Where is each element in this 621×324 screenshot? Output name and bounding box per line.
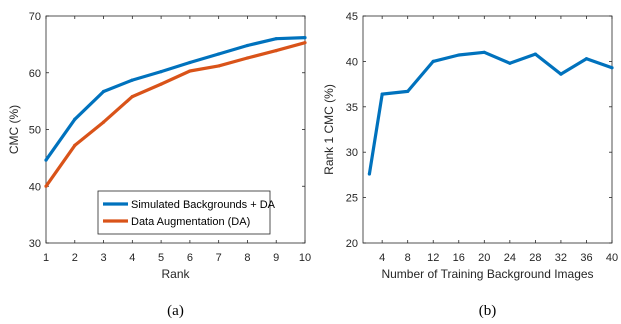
data-point <box>44 158 48 162</box>
chart-panel-b: 4 8 12 16 20 24 28 32 36 40 20 25 30 35 40 45 Number of … <box>322 11 618 319</box>
chart-panel-a: 1 2 3 4 5 6 7 8 9 10 30 40 50 60 70 Rank CMC (%) Simulate… <box>7 11 311 319</box>
y-axis-label: CMC (%) <box>7 105 21 154</box>
x-tick-label: 5 <box>158 252 164 264</box>
x-tick-label: 28 <box>529 252 541 264</box>
y-tick-label: 50 <box>29 125 41 137</box>
x-tick-label: 20 <box>478 252 490 264</box>
data-point <box>380 92 384 96</box>
y-axis-label: Rank 1 CMC (%) <box>322 84 336 175</box>
y-tick-label: 40 <box>29 181 41 193</box>
data-point <box>217 64 221 68</box>
data-point <box>482 50 486 54</box>
x-axis-label: Rank <box>161 267 190 281</box>
x-tick-label: 24 <box>504 252 516 264</box>
data-point <box>73 117 77 121</box>
data-point <box>406 89 410 93</box>
y-tick-label: 30 <box>29 238 41 250</box>
x-tick-label: 4 <box>379 252 385 264</box>
x-tick-label: 16 <box>453 252 465 264</box>
x-tick-label: 6 <box>187 252 193 264</box>
y-tick-label: 45 <box>346 11 358 23</box>
data-point <box>159 70 163 74</box>
data-point <box>245 43 250 48</box>
data-point <box>73 143 77 147</box>
y-tick-label: 35 <box>346 102 358 114</box>
data-point <box>303 41 307 45</box>
data-point <box>559 72 563 76</box>
data-point <box>101 89 106 94</box>
x-tick-label: 32 <box>555 252 567 264</box>
data-point <box>533 52 537 56</box>
x-tick-label: 8 <box>405 252 411 264</box>
data-point <box>245 56 250 60</box>
data-point <box>367 172 371 176</box>
x-axis-label: Number of Training Background Images <box>381 267 593 281</box>
data-point <box>610 66 614 70</box>
y-tick-label: 20 <box>346 238 358 250</box>
data-point <box>584 57 589 61</box>
y-tick-label: 25 <box>346 193 358 205</box>
data-point <box>101 120 106 124</box>
legend-label: Data Augmentation (DA) <box>131 216 250 228</box>
x-tick-label: 9 <box>273 252 279 264</box>
x-tick-label: 12 <box>427 252 439 264</box>
data-point <box>188 69 192 73</box>
x-tick-label: 40 <box>606 252 618 264</box>
x-tick-label: 1 <box>43 252 49 264</box>
series-line-2 <box>44 41 306 188</box>
panel-caption: (b) <box>479 303 497 319</box>
data-point <box>274 49 278 53</box>
x-tick-label: 36 <box>580 252 592 264</box>
data-point <box>508 61 512 65</box>
data-point <box>431 59 435 64</box>
data-point <box>274 37 278 41</box>
data-point <box>130 78 134 82</box>
data-point <box>44 184 48 188</box>
data-point <box>188 60 192 65</box>
y-tick-label: 60 <box>29 68 41 80</box>
axes-box <box>362 15 613 244</box>
series-line-1 <box>367 50 613 175</box>
x-tick-label: 2 <box>72 252 78 264</box>
panel-caption: (a) <box>167 303 184 319</box>
y-tick-label: 30 <box>346 147 358 159</box>
y-tick-label: 40 <box>346 56 358 68</box>
x-tick-label: 7 <box>216 252 222 264</box>
legend: Simulated Backgrounds + DA Data Augmentat… <box>97 190 276 235</box>
x-tick-label: 4 <box>129 252 135 264</box>
data-point <box>159 82 163 86</box>
x-tick-label: 8 <box>244 252 250 264</box>
x-tick-label: 3 <box>100 252 106 264</box>
legend-label: Simulated Backgrounds + DA <box>131 199 276 211</box>
data-point <box>457 53 461 57</box>
data-point <box>303 35 307 40</box>
data-point <box>217 52 221 56</box>
data-point <box>130 94 134 99</box>
y-tick-label: 70 <box>29 11 41 23</box>
legend-box <box>97 190 271 235</box>
series-line-1 <box>44 36 306 162</box>
x-tick-label: 10 <box>299 252 311 264</box>
